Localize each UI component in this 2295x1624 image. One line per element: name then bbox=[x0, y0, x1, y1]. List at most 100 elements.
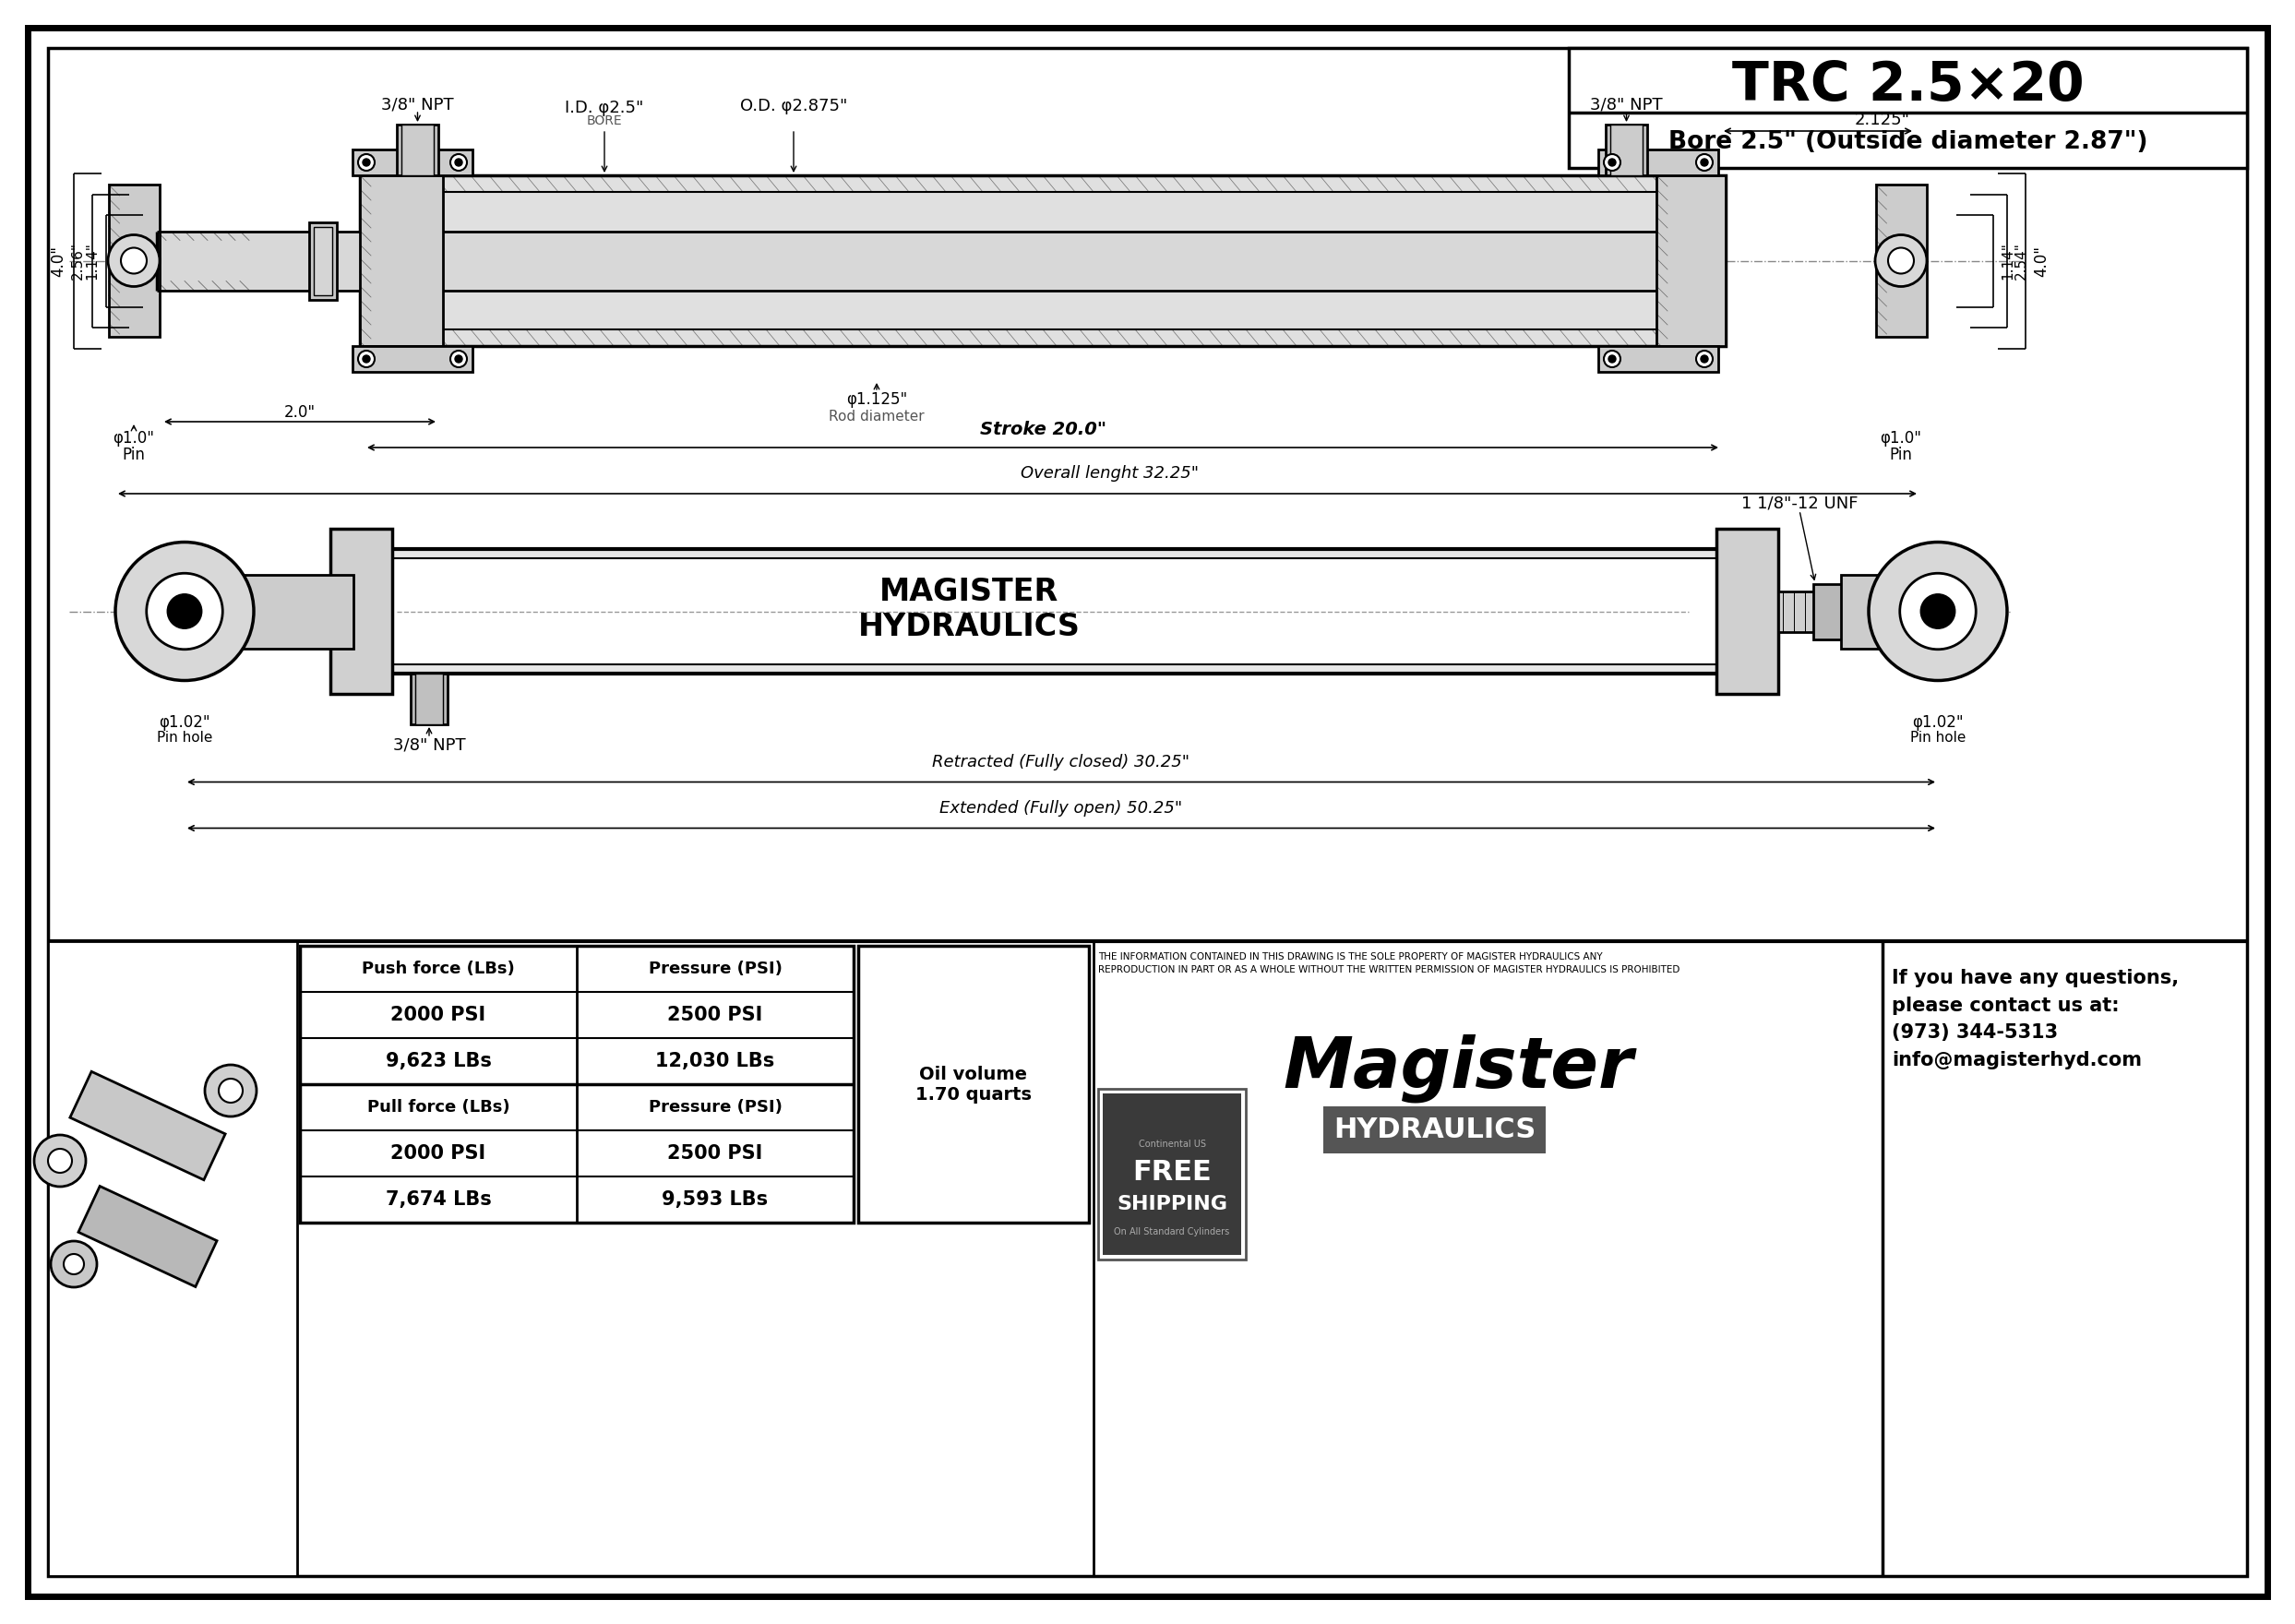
Bar bbox=[310, 222, 337, 299]
Text: Bore 2.5" (Outside diameter 2.87"): Bore 2.5" (Outside diameter 2.87") bbox=[1668, 130, 2148, 154]
Text: Stroke 20.0": Stroke 20.0" bbox=[980, 421, 1106, 438]
Circle shape bbox=[1609, 159, 1616, 166]
Bar bbox=[360, 559, 1726, 664]
Text: Continental US: Continental US bbox=[1138, 1140, 1205, 1148]
Bar bbox=[1606, 125, 1648, 175]
Bar bbox=[397, 125, 438, 175]
Text: Retracted (Fully closed) 30.25": Retracted (Fully closed) 30.25" bbox=[932, 754, 1189, 770]
Circle shape bbox=[1696, 351, 1712, 367]
Text: 2000 PSI: 2000 PSI bbox=[390, 1145, 487, 1163]
Text: φ1.02": φ1.02" bbox=[158, 713, 211, 731]
Text: 1.14": 1.14" bbox=[85, 242, 99, 279]
Text: BORE: BORE bbox=[588, 114, 622, 127]
Text: φ1.02": φ1.02" bbox=[1912, 713, 1965, 731]
Circle shape bbox=[1604, 154, 1620, 171]
Bar bbox=[1875, 185, 1926, 336]
Circle shape bbox=[64, 1254, 85, 1275]
Bar bbox=[1779, 591, 1845, 632]
Circle shape bbox=[358, 351, 374, 367]
Bar bbox=[351, 549, 1735, 674]
Bar bbox=[1841, 575, 1884, 648]
Bar bbox=[108, 185, 158, 336]
Circle shape bbox=[1604, 351, 1620, 367]
Text: 2.0": 2.0" bbox=[285, 404, 317, 421]
Bar bbox=[1597, 346, 1719, 372]
Circle shape bbox=[454, 356, 461, 362]
Text: If you have any questions,
please contact us at:
(973) 344-5313
info@magisterhyd: If you have any questions, please contac… bbox=[1891, 970, 2178, 1069]
Bar bbox=[78, 1186, 218, 1286]
Bar bbox=[1717, 529, 1779, 693]
Circle shape bbox=[1900, 573, 1976, 650]
Text: FREE: FREE bbox=[1131, 1158, 1212, 1186]
Circle shape bbox=[1921, 594, 1955, 628]
Bar bbox=[236, 575, 353, 648]
Circle shape bbox=[204, 1065, 257, 1117]
Bar bbox=[314, 226, 333, 296]
Bar bbox=[330, 529, 392, 693]
Bar bbox=[1597, 149, 1719, 175]
Text: THE INFORMATION CONTAINED IN THIS DRAWING IS THE SOLE PROPERTY OF MAGISTER HYDRA: THE INFORMATION CONTAINED IN THIS DRAWIN… bbox=[1097, 952, 1680, 974]
Circle shape bbox=[450, 154, 466, 171]
Bar bbox=[1657, 175, 1726, 346]
Bar bbox=[360, 175, 443, 346]
Text: On All Standard Cylinders: On All Standard Cylinders bbox=[1113, 1228, 1230, 1236]
Circle shape bbox=[1875, 235, 1928, 286]
Text: 4.0": 4.0" bbox=[2033, 245, 2049, 276]
Text: 1 1/8"-12 UNF: 1 1/8"-12 UNF bbox=[1742, 495, 1859, 512]
Bar bbox=[48, 942, 296, 1575]
Text: Pin hole: Pin hole bbox=[156, 731, 213, 745]
Circle shape bbox=[1696, 154, 1712, 171]
Text: Pull force (LBs): Pull force (LBs) bbox=[367, 1099, 509, 1116]
Text: 4.0": 4.0" bbox=[50, 245, 67, 276]
Circle shape bbox=[1609, 356, 1616, 362]
Text: 2500 PSI: 2500 PSI bbox=[668, 1145, 762, 1163]
Bar bbox=[1671, 192, 1721, 330]
Text: 2.56": 2.56" bbox=[71, 242, 85, 279]
Text: I.D. φ2.5": I.D. φ2.5" bbox=[565, 99, 645, 117]
Text: Pin hole: Pin hole bbox=[1909, 731, 1967, 745]
Text: 3/8" NPT: 3/8" NPT bbox=[1590, 96, 1662, 112]
Bar bbox=[858, 945, 1088, 1223]
Circle shape bbox=[115, 542, 255, 680]
Circle shape bbox=[48, 1148, 71, 1173]
Text: φ1.0": φ1.0" bbox=[112, 430, 154, 447]
Bar bbox=[1097, 1088, 1246, 1260]
Text: HYDRAULICS: HYDRAULICS bbox=[1333, 1117, 1535, 1143]
Text: 3/8" NPT: 3/8" NPT bbox=[392, 736, 466, 754]
Circle shape bbox=[34, 1135, 85, 1187]
Text: 12,030 LBs: 12,030 LBs bbox=[656, 1052, 776, 1070]
Text: Overall lenght 32.25": Overall lenght 32.25" bbox=[1021, 464, 1198, 482]
Circle shape bbox=[168, 594, 202, 628]
Text: Magister: Magister bbox=[1283, 1033, 1634, 1103]
Text: φ1.0": φ1.0" bbox=[1880, 430, 1921, 447]
Bar bbox=[353, 346, 473, 372]
Bar bbox=[1813, 583, 1845, 638]
Circle shape bbox=[218, 1078, 243, 1103]
Text: 2000 PSI: 2000 PSI bbox=[390, 1005, 487, 1025]
Text: 2.54": 2.54" bbox=[2015, 242, 2029, 279]
Circle shape bbox=[454, 159, 461, 166]
Circle shape bbox=[108, 235, 161, 286]
Circle shape bbox=[1889, 248, 1914, 273]
Circle shape bbox=[358, 154, 374, 171]
Circle shape bbox=[363, 356, 369, 362]
Text: 7,674 LBs: 7,674 LBs bbox=[386, 1190, 491, 1208]
Circle shape bbox=[1868, 542, 2008, 680]
Bar bbox=[1570, 49, 2247, 167]
Text: Push force (LBs): Push force (LBs) bbox=[363, 960, 514, 978]
Circle shape bbox=[122, 248, 147, 273]
Bar bbox=[360, 175, 1726, 346]
Text: 9,593 LBs: 9,593 LBs bbox=[661, 1190, 769, 1208]
Bar bbox=[353, 149, 473, 175]
Text: Pin: Pin bbox=[1889, 447, 1912, 463]
Text: Pressure (PSI): Pressure (PSI) bbox=[647, 960, 783, 978]
Bar bbox=[1611, 125, 1643, 175]
Bar bbox=[301, 945, 854, 1223]
Text: Pin: Pin bbox=[122, 447, 145, 463]
Text: MAGISTER
HYDRAULICS: MAGISTER HYDRAULICS bbox=[858, 577, 1081, 643]
Bar bbox=[411, 674, 448, 724]
Text: 1.14": 1.14" bbox=[2001, 242, 2015, 279]
Bar bbox=[1102, 1093, 1242, 1255]
Circle shape bbox=[1701, 159, 1707, 166]
Circle shape bbox=[1701, 356, 1707, 362]
